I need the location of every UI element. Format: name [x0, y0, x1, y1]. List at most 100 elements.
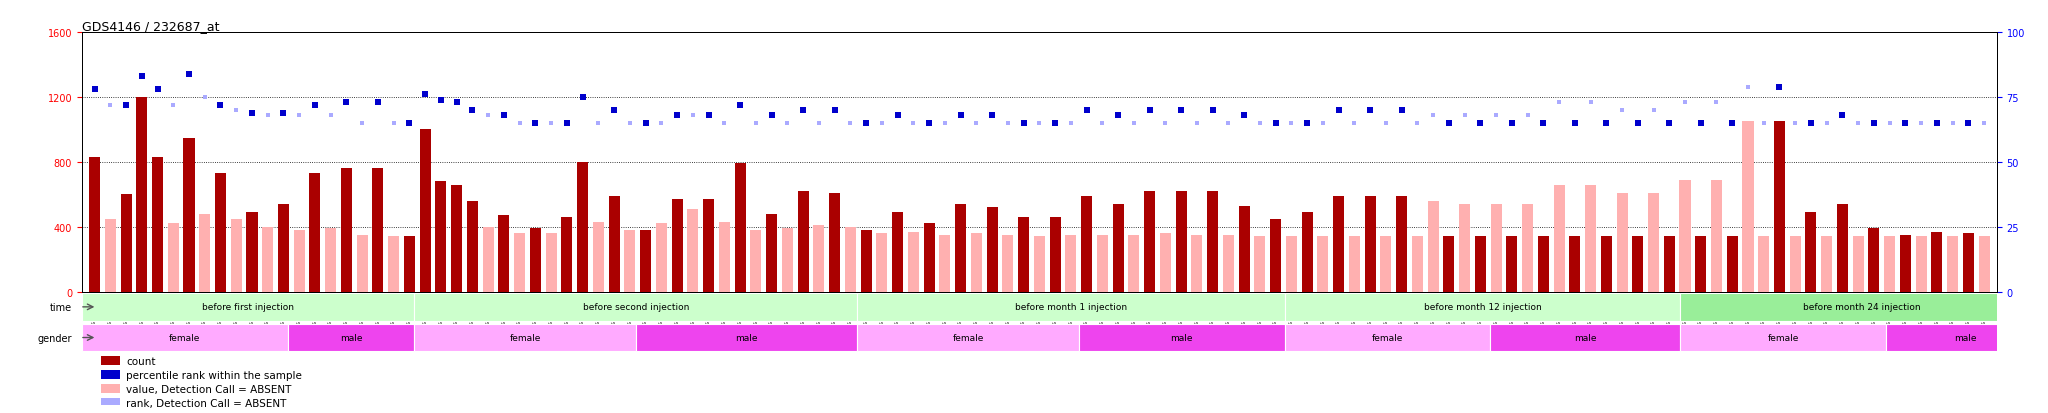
Bar: [1585, 185, 1595, 292]
Point: [424, 97, 457, 104]
Bar: [340, 169, 352, 292]
Point: [1559, 120, 1591, 127]
Point: [662, 113, 694, 119]
Point: [1716, 120, 1749, 127]
Bar: [655, 224, 668, 292]
Point: [881, 113, 913, 119]
Bar: [1001, 235, 1014, 292]
Bar: [1350, 237, 1360, 292]
Point: [1636, 107, 1669, 114]
Bar: [924, 224, 934, 292]
Bar: [877, 234, 887, 292]
Bar: [954, 204, 967, 292]
Bar: [100, 370, 121, 380]
Bar: [1602, 237, 1612, 292]
Text: gender: gender: [37, 333, 72, 343]
Bar: [1663, 237, 1675, 292]
Bar: [137, 98, 147, 292]
Bar: [1743, 122, 1753, 292]
Point: [739, 120, 772, 127]
Bar: [545, 234, 557, 292]
Bar: [356, 235, 369, 292]
Point: [299, 102, 332, 109]
Bar: [82, 324, 287, 351]
Point: [1384, 107, 1417, 114]
Bar: [287, 324, 414, 351]
Bar: [987, 208, 997, 292]
Point: [961, 120, 993, 127]
Point: [614, 120, 647, 127]
Point: [1542, 100, 1575, 106]
Point: [1589, 120, 1622, 127]
Bar: [1380, 237, 1391, 292]
Point: [676, 113, 709, 119]
Bar: [436, 182, 446, 292]
Bar: [1081, 197, 1092, 292]
Point: [188, 95, 221, 101]
Point: [1733, 84, 1765, 91]
Point: [1401, 120, 1434, 127]
Bar: [1696, 237, 1706, 292]
Text: female: female: [952, 333, 983, 342]
Bar: [1112, 204, 1124, 292]
Bar: [1538, 237, 1548, 292]
Point: [346, 120, 379, 127]
Bar: [1915, 237, 1927, 292]
Point: [1212, 120, 1245, 127]
Point: [518, 120, 551, 127]
Point: [1118, 120, 1151, 127]
Bar: [1284, 293, 1679, 321]
Text: male: male: [340, 333, 362, 342]
Point: [1905, 120, 1937, 127]
Point: [1149, 120, 1182, 127]
Point: [1511, 113, 1544, 119]
Point: [1370, 120, 1403, 127]
Bar: [1978, 237, 1991, 292]
Point: [78, 87, 111, 93]
Bar: [100, 384, 121, 393]
Point: [928, 120, 961, 127]
Text: time: time: [51, 302, 72, 312]
Bar: [1616, 193, 1628, 292]
Point: [1227, 113, 1260, 119]
Point: [582, 120, 614, 127]
Bar: [907, 232, 920, 292]
Bar: [514, 234, 524, 292]
Bar: [1253, 237, 1266, 292]
Point: [1747, 120, 1780, 127]
Point: [266, 110, 299, 116]
Point: [1133, 107, 1165, 114]
Bar: [467, 201, 477, 292]
Bar: [719, 222, 729, 292]
Text: female: female: [170, 333, 201, 342]
Point: [1071, 107, 1104, 114]
Bar: [1303, 213, 1313, 292]
Bar: [1679, 180, 1690, 292]
Point: [645, 120, 678, 127]
Point: [770, 120, 803, 127]
Point: [1276, 120, 1309, 127]
Point: [1085, 120, 1118, 127]
Point: [172, 71, 205, 78]
Bar: [1884, 237, 1894, 292]
Bar: [1569, 237, 1581, 292]
Bar: [858, 324, 1079, 351]
Point: [1841, 120, 1874, 127]
Bar: [578, 162, 588, 292]
Point: [913, 120, 946, 127]
Text: female: female: [1767, 333, 1798, 342]
Bar: [1317, 237, 1329, 292]
Point: [1038, 120, 1071, 127]
Bar: [1790, 237, 1800, 292]
Point: [1653, 120, 1686, 127]
Point: [1700, 100, 1733, 106]
Bar: [1679, 324, 1886, 351]
Bar: [104, 219, 117, 292]
Bar: [293, 230, 305, 292]
Text: value, Detection Call = ABSENT: value, Detection Call = ABSENT: [127, 384, 291, 394]
Bar: [1821, 237, 1833, 292]
Point: [1810, 120, 1843, 127]
Point: [94, 102, 127, 109]
Bar: [1444, 237, 1454, 292]
Point: [1448, 113, 1481, 119]
